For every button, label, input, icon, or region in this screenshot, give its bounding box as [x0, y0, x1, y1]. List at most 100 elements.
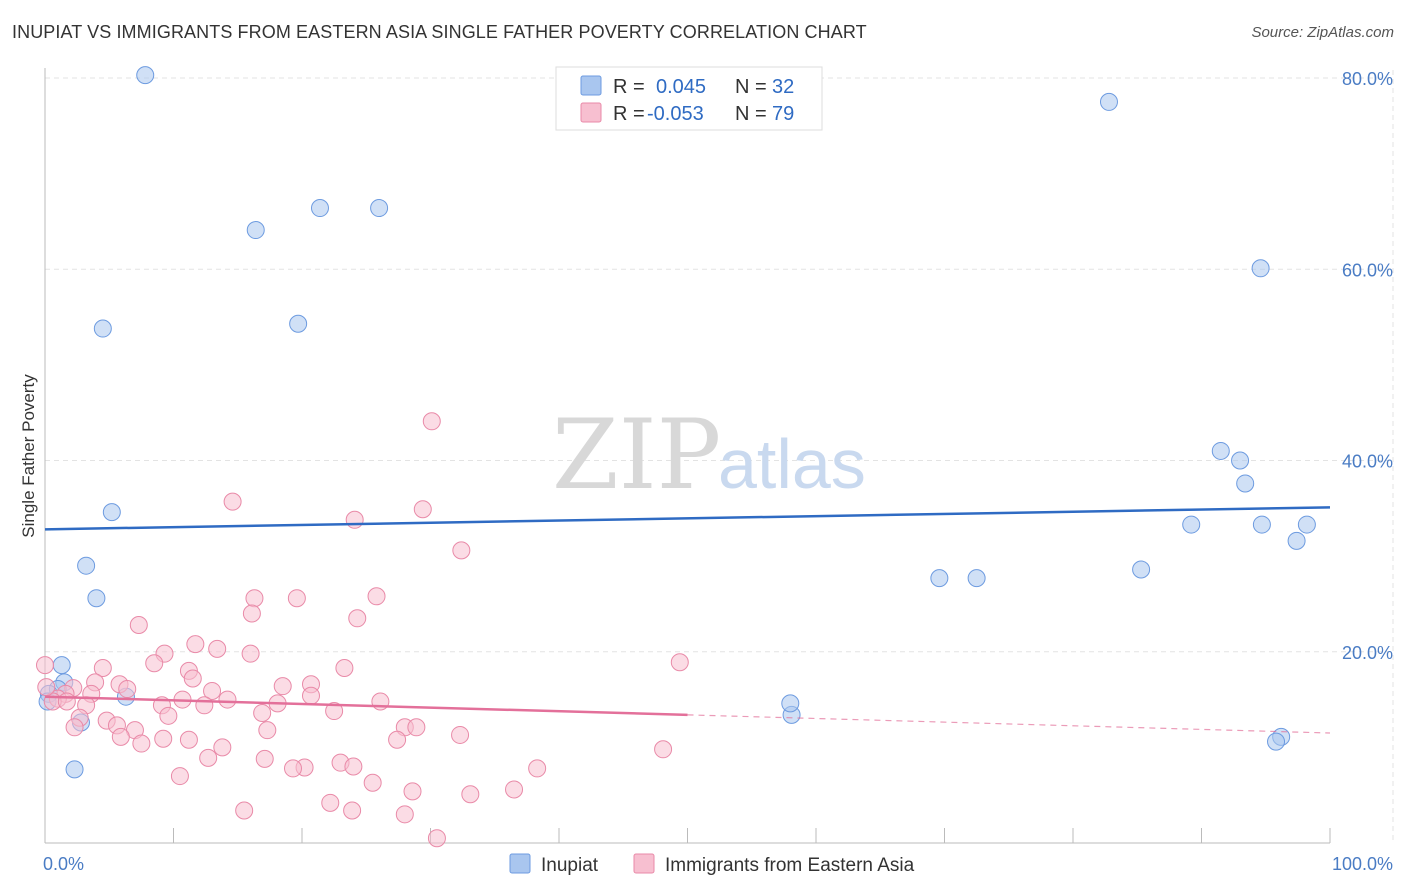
point-eastern-asia-1: [223, 492, 242, 511]
point-eastern-asia-61: [199, 748, 218, 767]
legend-r-value-inupiat: 0.045: [656, 76, 706, 98]
watermark-zip: ZIP: [552, 399, 721, 511]
point-eastern-asia-27: [118, 680, 137, 699]
legend-n-label-eastern-asia: N =: [735, 103, 767, 125]
point-eastern-asia-42: [325, 702, 344, 721]
legend-n-value-eastern-asia: 79: [772, 103, 794, 125]
trend-line-inupiat: [44, 506, 1331, 531]
point-eastern-asia-21: [183, 669, 202, 688]
point-eastern-asia-2: [345, 510, 364, 529]
legend-r-value-eastern-asia: -0.053: [647, 103, 704, 125]
y-tick-label-0: 20.0%: [1342, 643, 1393, 663]
x-tick-label-0: 0.0%: [43, 854, 84, 874]
x-tick-labels: 0.0% 100.0%: [43, 854, 1393, 874]
y-tick-label-3: 80.0%: [1342, 69, 1393, 89]
point-eastern-asia-66: [344, 757, 363, 776]
point-inupiat-14: [1297, 515, 1316, 534]
point-eastern-asia-57: [388, 730, 407, 749]
point-inupiat-1: [1099, 92, 1118, 111]
point-eastern-asia-11: [186, 635, 205, 654]
point-inupiat-6: [93, 319, 112, 338]
chart-title: INUPIAT VS IMMIGRANTS FROM EASTERN ASIA …: [12, 22, 867, 42]
point-eastern-asia-52: [407, 718, 426, 737]
bottom-legend: Inupiat Immigrants from Eastern Asia: [509, 853, 915, 876]
watermark-atlas: atlas: [718, 425, 866, 503]
point-eastern-asia-9: [348, 609, 367, 628]
point-inupiat-3: [370, 199, 389, 218]
point-eastern-asia-62: [255, 749, 274, 768]
point-eastern-asia-76: [395, 805, 414, 824]
point-inupiat-9: [1231, 451, 1250, 470]
point-eastern-asia-70: [403, 782, 422, 801]
point-eastern-asia-12: [208, 639, 227, 658]
bottom-legend-swatch-inupiat: [509, 853, 531, 874]
point-inupiat-17: [1132, 560, 1151, 579]
legend-swatch-inupiat: [580, 75, 602, 96]
point-eastern-asia-55: [179, 730, 198, 749]
trend-lines: [44, 506, 1331, 734]
point-eastern-asia-53: [111, 727, 130, 746]
point-eastern-asia-54: [154, 729, 173, 748]
gridlines: [45, 70, 1394, 843]
point-eastern-asia-77: [427, 829, 446, 848]
point-inupiat-10: [1236, 474, 1255, 493]
point-inupiat-4: [246, 221, 265, 240]
bottom-legend-label-inupiat: Inupiat: [541, 855, 599, 876]
point-eastern-asia-15: [670, 653, 689, 672]
point-eastern-asia-58: [132, 734, 151, 753]
point-eastern-asia-3: [413, 500, 432, 519]
legend: R = 0.045 N = 32 R = -0.053 N = 79: [555, 66, 823, 131]
watermark: ZIP atlas: [552, 399, 866, 511]
y-axis-title: Single Father Poverty: [19, 374, 38, 538]
point-eastern-asia-60: [654, 740, 673, 759]
point-inupiat-2: [310, 199, 329, 218]
point-eastern-asia-7: [367, 587, 386, 606]
point-inupiat-8: [1211, 441, 1230, 460]
point-eastern-asia-37: [57, 692, 76, 711]
point-inupiat-12: [1182, 515, 1201, 534]
legend-n-value-inupiat: 32: [772, 76, 794, 98]
legend-r-label-eastern-asia: R =: [613, 103, 645, 125]
x-tick-label-1: 100.0%: [1332, 854, 1393, 874]
point-eastern-asia-16: [335, 659, 354, 678]
point-eastern-asia-43: [253, 703, 272, 722]
point-eastern-asia-50: [258, 721, 277, 740]
point-eastern-asia-28: [203, 681, 222, 700]
point-inupiat-21: [52, 656, 71, 675]
point-eastern-asia-69: [363, 773, 382, 792]
point-eastern-asia-48: [65, 718, 84, 737]
point-inupiat-16: [77, 556, 96, 575]
point-eastern-asia-18: [93, 659, 112, 678]
point-eastern-asia-74: [235, 801, 254, 820]
point-eastern-asia-59: [213, 738, 232, 757]
bottom-legend-label-eastern-asia: Immigrants from Eastern Asia: [665, 855, 915, 876]
point-eastern-asia-6: [287, 589, 306, 608]
point-inupiat-19: [967, 569, 986, 588]
point-eastern-asia-0: [422, 412, 441, 431]
chart-source: Source: ZipAtlas.com: [1251, 24, 1394, 41]
point-inupiat-31: [1267, 732, 1286, 751]
point-eastern-asia-14: [241, 644, 260, 663]
point-inupiat-7: [289, 314, 308, 333]
point-eastern-asia-20: [36, 656, 54, 675]
point-eastern-asia-17: [145, 654, 164, 673]
point-eastern-asia-24: [273, 677, 292, 696]
point-eastern-asia-75: [343, 801, 362, 820]
point-eastern-asia-33: [218, 690, 237, 709]
point-eastern-asia-31: [301, 686, 320, 705]
point-inupiat-20: [87, 589, 106, 608]
point-eastern-asia-56: [451, 725, 470, 744]
point-eastern-asia-10: [129, 615, 148, 634]
point-eastern-asia-8: [242, 604, 261, 623]
point-eastern-asia-72: [505, 780, 524, 799]
point-eastern-asia-5: [245, 589, 264, 608]
point-inupiat-13: [1252, 515, 1271, 534]
point-eastern-asia-78: [37, 678, 56, 697]
point-eastern-asia-73: [321, 793, 340, 812]
trend-line-eastern-asia: [44, 695, 688, 717]
legend-r-label-inupiat: R =: [613, 76, 645, 98]
y-tick-label-1: 40.0%: [1342, 452, 1393, 472]
legend-n-label-inupiat: N =: [735, 76, 767, 98]
y-tick-labels: 20.0% 40.0% 60.0% 80.0%: [1342, 69, 1393, 663]
